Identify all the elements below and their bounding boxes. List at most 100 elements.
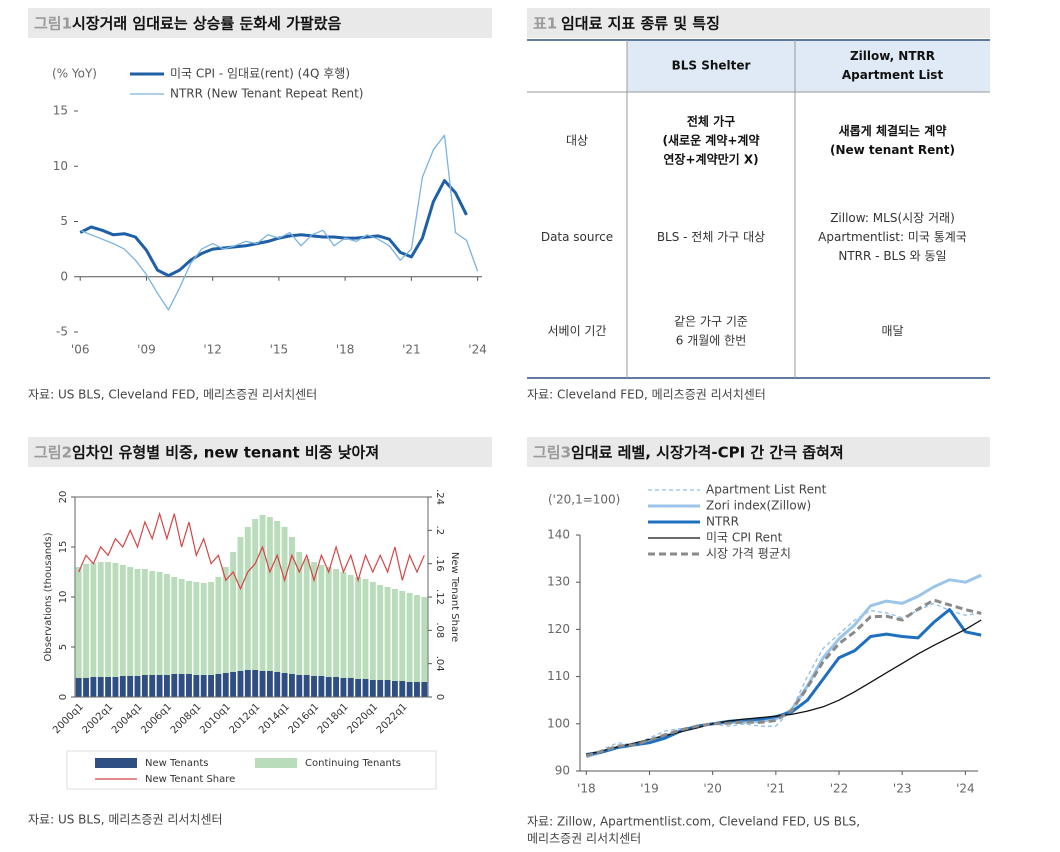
series-line: [586, 608, 982, 756]
y2-tick-label: .16: [434, 556, 445, 572]
bar: [222, 567, 229, 673]
x-tick-label: '24: [956, 782, 975, 796]
bar: [230, 552, 237, 672]
bar: [105, 677, 112, 697]
title-bar: [527, 437, 990, 467]
bar: [303, 559, 310, 675]
x-tick-label: 2014q1: [257, 701, 292, 736]
x-tick-label: 2012q1: [228, 701, 263, 736]
x-tick-label: '24: [468, 343, 487, 357]
bar: [200, 583, 207, 675]
y-tick-label: 130: [547, 575, 570, 589]
bar: [281, 527, 288, 673]
legend-label: 미국 CPI - 임대료(rent) (4Q 후행): [170, 66, 350, 81]
table-cell: NTRR - BLS 와 동일: [838, 249, 946, 263]
bar: [377, 585, 384, 680]
bar: [186, 674, 192, 697]
table-cell: 새롭게 체결되는 계약: [839, 123, 947, 138]
series-line: [585, 573, 982, 759]
source: 자료: US BLS, Cleveland FED, 메리츠증권 리서치센터: [28, 388, 317, 402]
x-tick-label: 2010q1: [198, 701, 233, 736]
y-tick-label: 0: [58, 694, 69, 700]
bar: [318, 565, 325, 676]
bar: [347, 575, 354, 678]
bar: [377, 680, 384, 697]
x-tick-label: 2006q1: [139, 701, 174, 736]
legend-label: Apartment List Rent: [706, 483, 827, 497]
table-cell: 전체 가구: [687, 114, 735, 129]
x-tick-label: '15: [270, 343, 289, 357]
legend-box: [66, 750, 437, 790]
bar: [369, 680, 376, 697]
bar: [156, 675, 163, 697]
bar: [112, 677, 119, 697]
series-line: [586, 619, 982, 756]
title-bar: [28, 437, 492, 467]
bar: [119, 565, 126, 676]
bar: [362, 579, 369, 679]
bar: [171, 674, 178, 697]
table-cell: 같은 가구 기준: [674, 315, 748, 329]
source: 자료: US BLS, 메리츠증권 리서치센터: [28, 813, 223, 827]
y2-tick-label: .12: [434, 589, 445, 605]
table-cell: BLS - 전체 가구 대상: [657, 230, 765, 244]
source: 자료: Cleveland FED, 메리츠증권 리서치센터: [527, 388, 766, 402]
y-tick-label: 10: [58, 591, 69, 604]
table-cell: Data source: [541, 230, 613, 244]
bar: [193, 675, 200, 697]
bar: [186, 581, 192, 674]
table-cell: (새로운 계약+계약: [663, 133, 760, 148]
bar: [340, 678, 347, 697]
bar: [266, 671, 273, 697]
bar: [105, 562, 112, 677]
bar: [112, 563, 119, 677]
bar: [281, 673, 288, 697]
y2-tick-label: .2: [434, 526, 445, 536]
title-bar: [28, 8, 492, 38]
legend-label: New Tenants: [145, 758, 209, 769]
x-tick-label: 2000q1: [51, 701, 86, 736]
bar: [391, 589, 398, 681]
table-cell: (New tenant Rent): [830, 143, 955, 157]
bar: [75, 678, 82, 697]
legend-label: NTRR (New Tenant Repeat Rent): [170, 87, 363, 101]
panel-label: 그림3: [533, 444, 571, 462]
bar: [289, 674, 295, 697]
y2-tick-label: .04: [434, 656, 445, 672]
bar: [399, 591, 406, 681]
x-tick-label: '23: [893, 782, 912, 796]
x-tick-label: '20: [703, 782, 722, 796]
bar: [333, 569, 340, 677]
bar: [266, 517, 273, 671]
bar: [252, 519, 259, 670]
bar: [90, 677, 97, 697]
y-tick-label: 100: [547, 716, 570, 730]
bar: [178, 579, 185, 674]
x-tick-label: '21: [767, 782, 786, 796]
series-line: [585, 598, 982, 758]
series-line: [79, 134, 479, 311]
bar: [230, 672, 237, 697]
x-tick-label: 2002q1: [81, 701, 116, 736]
y-tick-label: 5: [60, 214, 68, 228]
bar: [244, 527, 251, 670]
table-cell: 매달: [881, 324, 903, 338]
bar: [318, 676, 325, 697]
bar: [193, 582, 200, 675]
x-tick-label: 2022q1: [375, 701, 410, 736]
x-tick-label: 2018q1: [316, 701, 351, 736]
bar: [259, 515, 266, 671]
share-line: [78, 511, 425, 591]
panel-label: 표1: [533, 15, 557, 33]
legend-label: 미국 CPI Rent: [706, 531, 783, 545]
series-line: [79, 179, 468, 278]
bar: [325, 677, 332, 697]
x-tick-label: '18: [336, 343, 355, 357]
y-tick-label: 120: [547, 622, 570, 636]
y2-tick-label: 0: [434, 694, 445, 700]
bar: [303, 675, 310, 697]
bar: [355, 577, 362, 679]
bar: [406, 593, 413, 682]
bar: [90, 563, 97, 677]
